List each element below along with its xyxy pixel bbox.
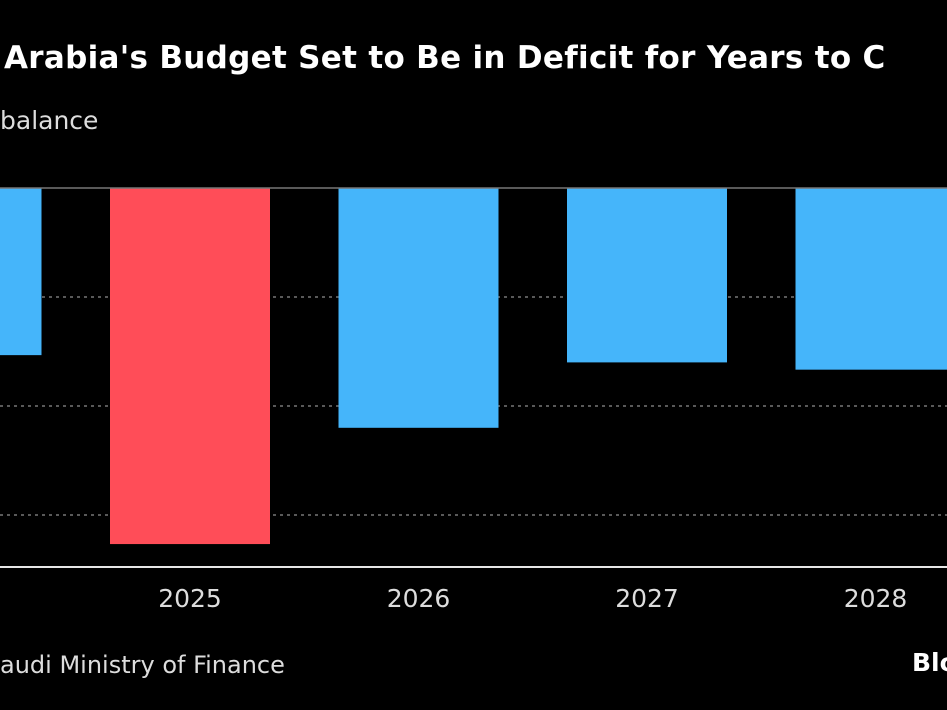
chart-subtitle: balance <box>0 106 99 135</box>
bar-2028 <box>795 188 947 370</box>
bar-2027 <box>567 188 727 363</box>
tick-label-2026: 2026 <box>387 584 451 613</box>
tick-label-2027: 2027 <box>615 584 679 613</box>
source-note: audi Ministry of Finance <box>0 651 285 679</box>
bloomberg-logo: Blo <box>912 648 947 677</box>
bar-2024 <box>0 188 42 356</box>
bar-2026 <box>338 188 499 428</box>
bar-2025 <box>110 188 270 545</box>
tick-label-2028: 2028 <box>844 584 908 613</box>
tick-label-2025: 2025 <box>158 584 222 613</box>
chart-title: Arabia's Budget Set to Be in Deficit for… <box>4 40 886 76</box>
